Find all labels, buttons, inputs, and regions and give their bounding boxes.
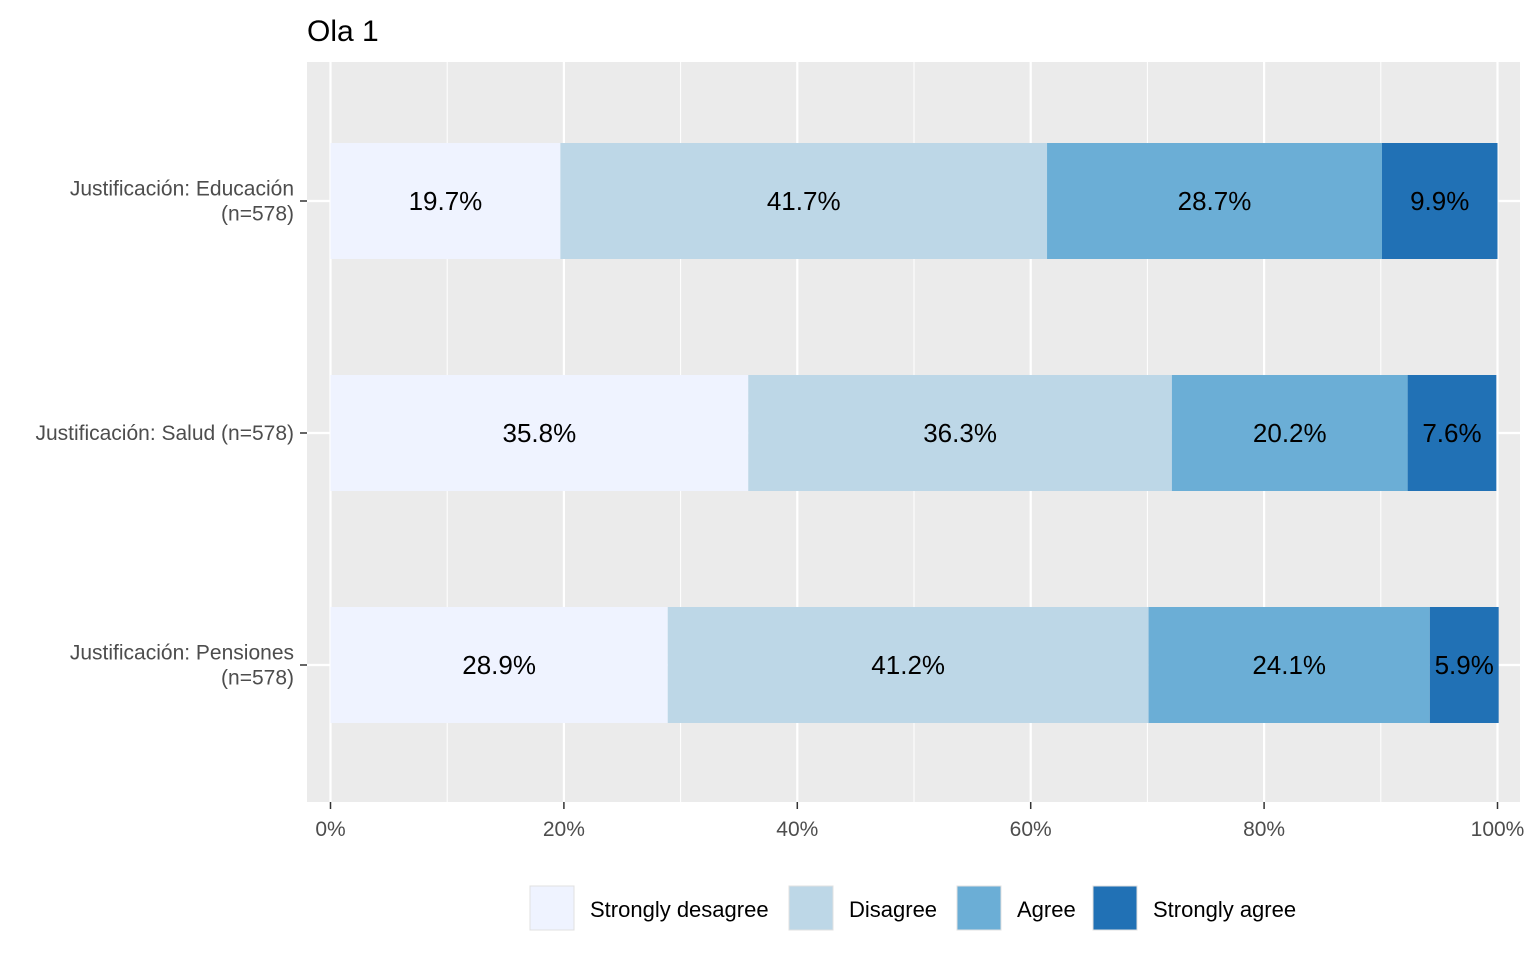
bar-value-label: 19.7% (409, 186, 483, 216)
bar-value-label: 28.7% (1178, 186, 1252, 216)
x-tick-label: 40% (776, 818, 818, 841)
category-label: Justificación: Educación (n=578) (70, 178, 294, 226)
x-tick-label: 100% (1471, 818, 1525, 841)
category-label: Justificación: Pensiones (n=578) (70, 642, 294, 690)
bar-value-label: 20.2% (1253, 418, 1327, 448)
legend-label: Strongly agree (1153, 897, 1296, 922)
bar-value-label: 41.7% (767, 186, 841, 216)
legend-swatch (956, 885, 1002, 931)
bar-value-label: 28.9% (462, 650, 536, 680)
bars (330, 143, 1499, 723)
bar-value-label: 24.1% (1252, 650, 1326, 680)
x-tick-label: 0% (315, 818, 345, 841)
legend-label: Strongly desagree (590, 897, 769, 922)
bar-segment (1407, 375, 1497, 491)
x-tick-label: 80% (1243, 818, 1285, 841)
bar-value-label: 9.9% (1410, 186, 1469, 216)
legend-swatch (788, 885, 834, 931)
chart-title: Ola 1 (307, 15, 379, 48)
category-label: Justificación: Salud (n=578) (35, 422, 294, 445)
legend-swatch (1092, 885, 1138, 931)
bar-segment (330, 607, 668, 723)
bar-segment (1429, 607, 1499, 723)
bar-segment (330, 143, 561, 259)
x-tick-label: 60% (1010, 818, 1052, 841)
legend-swatch (529, 885, 575, 931)
x-tick-label: 20% (543, 818, 585, 841)
bar-segment (330, 375, 749, 491)
legend-label: Disagree (849, 897, 937, 922)
legend: Strongly desagree Disagree Agree Strongly a… (529, 885, 1296, 931)
bar-value-label: 36.3% (923, 418, 997, 448)
x-axis: 0% 20% 40% 60% 80% 100% (315, 802, 1524, 841)
legend-label: Agree (1017, 897, 1076, 922)
bar-segment (1148, 607, 1430, 723)
bar-value-label: 7.6% (1422, 418, 1481, 448)
bar-value-label: 5.9% (1435, 650, 1494, 680)
bar-segment (667, 607, 1149, 723)
bar-value-label: 41.2% (871, 650, 945, 680)
bar-segment (560, 143, 1048, 259)
bar-labels: 19.7% 41.7% 28.7% 9.9% 35.8% 36.3% 20.2% 7.6% 28… (409, 186, 1494, 680)
bar-segment (1381, 143, 1498, 259)
bar-segment (1171, 375, 1408, 491)
bar-segment (1047, 143, 1382, 259)
bar-segment (748, 375, 1172, 491)
bar-value-label: 35.8% (503, 418, 577, 448)
y-axis: Justificación: Educación (n=578) Justifica… (35, 178, 307, 690)
